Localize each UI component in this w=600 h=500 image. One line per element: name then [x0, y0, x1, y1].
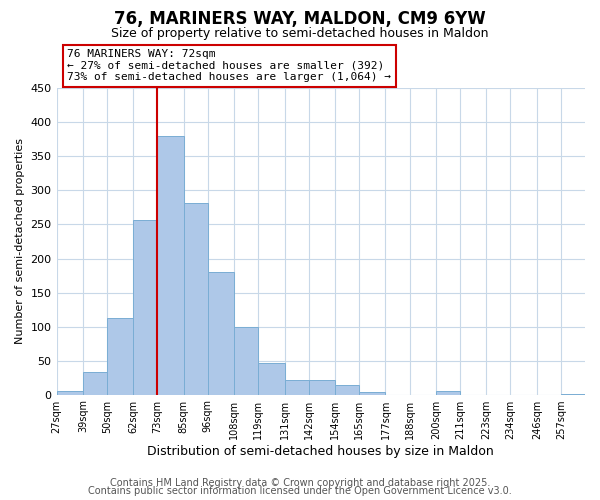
Bar [335, 385, 359, 394]
Bar [309, 380, 335, 394]
Text: 76 MARINERS WAY: 72sqm
← 27% of semi-detached houses are smaller (392)
73% of se: 76 MARINERS WAY: 72sqm ← 27% of semi-det… [67, 49, 391, 82]
Bar [157, 136, 184, 394]
Text: Contains HM Land Registry data © Crown copyright and database right 2025.: Contains HM Land Registry data © Crown c… [110, 478, 490, 488]
Bar [208, 272, 234, 394]
X-axis label: Distribution of semi-detached houses by size in Maldon: Distribution of semi-detached houses by … [148, 444, 494, 458]
Text: Contains public sector information licensed under the Open Government Licence v3: Contains public sector information licen… [88, 486, 512, 496]
Bar [234, 326, 258, 394]
Bar [133, 220, 157, 394]
Bar [284, 380, 309, 394]
Bar [184, 202, 208, 394]
Bar [436, 390, 460, 394]
Bar [83, 372, 107, 394]
Bar [359, 392, 385, 394]
Text: 76, MARINERS WAY, MALDON, CM9 6YW: 76, MARINERS WAY, MALDON, CM9 6YW [114, 10, 486, 28]
Text: Size of property relative to semi-detached houses in Maldon: Size of property relative to semi-detach… [111, 28, 489, 40]
Bar [107, 318, 133, 394]
Bar [258, 362, 284, 394]
Bar [56, 391, 83, 394]
Y-axis label: Number of semi-detached properties: Number of semi-detached properties [15, 138, 25, 344]
